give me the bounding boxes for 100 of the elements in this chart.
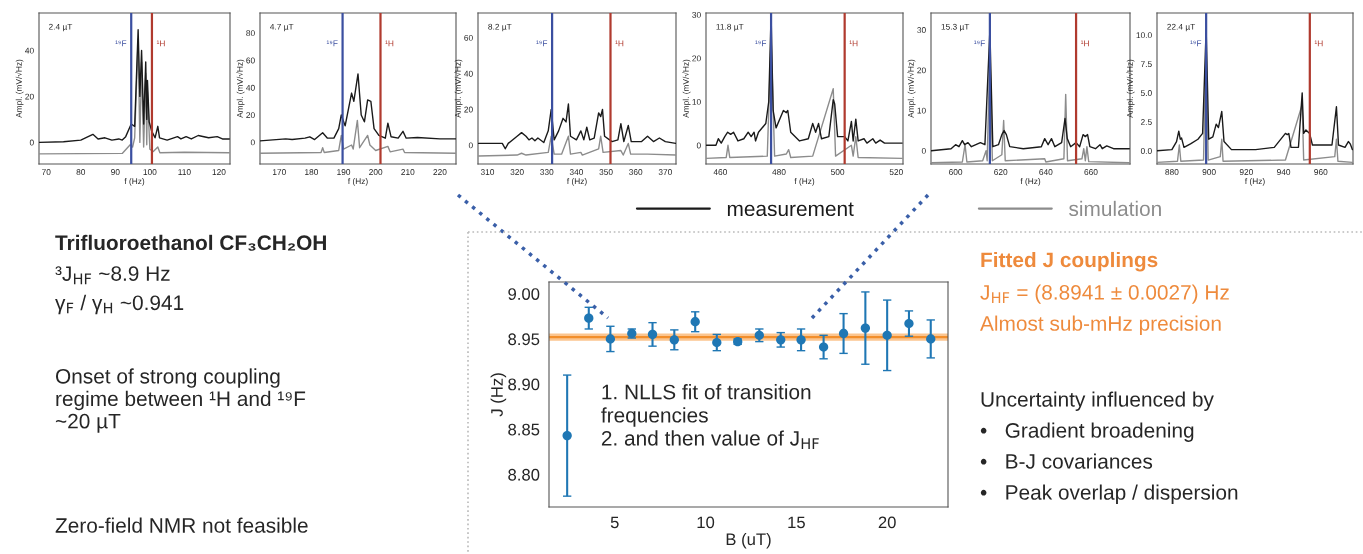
y-tick-label: 10 bbox=[692, 98, 701, 105]
y-tick-label: 0 bbox=[696, 142, 701, 149]
point bbox=[669, 335, 679, 345]
x-tick-label: 170 bbox=[272, 169, 286, 175]
legend-label: measurement bbox=[727, 202, 854, 217]
y-tick-label: 8.85 bbox=[508, 423, 540, 436]
y-tick-label: 40 bbox=[246, 84, 255, 91]
point bbox=[690, 317, 700, 327]
y-tick-label: 0 bbox=[250, 139, 255, 146]
x-axis-title: f (Hz) bbox=[1244, 178, 1265, 186]
y-tick-label: 60 bbox=[464, 34, 473, 41]
x-tick-label: 100 bbox=[143, 169, 157, 175]
y-tick-label: 20 bbox=[246, 112, 255, 119]
x-tick-label: 900 bbox=[1202, 169, 1216, 175]
x-tick-label: 320 bbox=[510, 169, 524, 175]
x-tick-label: 310 bbox=[480, 169, 495, 175]
annotation: 4.7 µT bbox=[269, 23, 294, 32]
ref-line-label: ¹H bbox=[849, 40, 858, 47]
ref-line-label: ¹⁹F bbox=[755, 40, 767, 47]
y-axis-title: Ampl. (mV/√Hz) bbox=[682, 59, 691, 118]
y-axis-title: Ampl. (mV/√Hz) bbox=[454, 59, 463, 118]
annotation: 22.4 µT bbox=[1167, 23, 1196, 32]
y-tick-label: 60 bbox=[246, 57, 255, 64]
x-tick-label: 940 bbox=[1277, 169, 1291, 175]
y-tick-label: 30 bbox=[917, 27, 926, 34]
point bbox=[776, 335, 786, 345]
x-tick-label: 190 bbox=[337, 169, 351, 175]
x-tick-label: 15 bbox=[788, 516, 805, 529]
point bbox=[860, 323, 871, 333]
point bbox=[882, 330, 892, 340]
text: Almost sub-mHz precision bbox=[980, 315, 1221, 335]
text: • Peak overlap / dispersion bbox=[980, 484, 1238, 504]
x-tick-label: 640 bbox=[1039, 169, 1053, 175]
y-tick-label: 30 bbox=[692, 11, 701, 18]
text: J$_{HF}$ = (8.8941 ± 0.0027) Hz bbox=[980, 284, 1229, 304]
y-tick-label: 10 bbox=[917, 107, 926, 114]
annotation: 8.2 µT bbox=[488, 23, 512, 32]
y-axis-title: Ampl. (mV/√Hz) bbox=[15, 59, 24, 118]
x-tick-label: 350 bbox=[599, 169, 613, 175]
y-tick-label: 20 bbox=[692, 55, 701, 62]
line-series bbox=[478, 135, 676, 157]
y-tick-label: 20 bbox=[25, 93, 34, 100]
line-series bbox=[260, 73, 456, 142]
x-axis-title: f (Hz) bbox=[347, 178, 368, 186]
text: ³J$_{HF}$ ~8.9 Hz bbox=[55, 266, 170, 285]
x-axis-title: B (uT) bbox=[726, 532, 771, 549]
y-tick-label: 40 bbox=[464, 70, 473, 77]
point bbox=[712, 337, 722, 348]
y-tick-label: 40 bbox=[25, 47, 34, 54]
line-series bbox=[478, 103, 676, 150]
y-tick-label: 20 bbox=[917, 67, 926, 74]
ref-line-label: ¹H bbox=[615, 40, 624, 47]
y-tick-label: 10.0 bbox=[1136, 32, 1152, 39]
x-axis-title: f (Hz) bbox=[1020, 178, 1041, 186]
x-axis-title: f (Hz) bbox=[794, 178, 815, 186]
ref-line-label: ¹H bbox=[1314, 40, 1323, 47]
text: Trifluoroethanol CF₃CH₂OH bbox=[55, 234, 326, 251]
x-tick-label: 600 bbox=[949, 169, 963, 175]
ref-line-label: ¹⁹F bbox=[974, 40, 985, 47]
text: Onset of strong coupling regime between ¹H and ¹⁹F ~20 µT bbox=[55, 368, 306, 433]
x-tick-label: 210 bbox=[401, 169, 415, 175]
y-axis-title: Ampl. (mV/√Hz) bbox=[907, 59, 916, 118]
ref-line-label: ¹H bbox=[156, 40, 165, 47]
x-tick-label: 500 bbox=[831, 169, 845, 175]
point bbox=[796, 335, 806, 345]
x-tick-label: 20 bbox=[878, 516, 896, 529]
point bbox=[904, 318, 914, 329]
y-tick-label: 20 bbox=[464, 106, 473, 113]
x-tick-label: 80 bbox=[76, 169, 86, 175]
x-tick-label: 330 bbox=[540, 169, 554, 175]
point bbox=[584, 313, 594, 323]
text: Uncertainty influenced by bbox=[981, 391, 1214, 411]
x-tick-label: 110 bbox=[178, 169, 191, 175]
legend-label: simulation bbox=[1069, 200, 1161, 217]
x-tick-label: 660 bbox=[1084, 169, 1098, 175]
ref-line-label: ¹⁹F bbox=[115, 40, 127, 47]
x-tick-label: 90 bbox=[111, 169, 120, 175]
x-tick-label: 520 bbox=[889, 169, 903, 175]
point bbox=[562, 430, 572, 441]
annotation: 15.3 µT bbox=[941, 23, 970, 32]
text: Fitted J couplings bbox=[981, 251, 1158, 272]
y-tick-label: 2.5 bbox=[1140, 119, 1152, 125]
x-tick-label: 70 bbox=[42, 169, 51, 175]
y-tick-label: 0 bbox=[468, 142, 473, 149]
x-tick-label: 120 bbox=[212, 169, 226, 175]
y-tick-label: 80 bbox=[246, 30, 255, 37]
y-tick-label: 0 bbox=[921, 147, 926, 154]
x-tick-label: 180 bbox=[305, 169, 319, 175]
annotation: 11.8 µT bbox=[716, 23, 744, 32]
y-tick-label: 9.00 bbox=[508, 288, 540, 300]
ref-line-label: ¹⁹F bbox=[326, 40, 338, 47]
x-tick-label: 620 bbox=[994, 169, 1008, 175]
annotation: 2.4 µT bbox=[48, 23, 73, 32]
ref-line-label: ¹H bbox=[1081, 40, 1089, 47]
x-tick-label: 360 bbox=[629, 169, 643, 175]
ref-line-label: ¹⁹F bbox=[536, 40, 548, 47]
line-series bbox=[260, 119, 456, 154]
y-axis-title: Ampl. (mV/√Hz) bbox=[1126, 59, 1135, 118]
y-tick-label: 8.90 bbox=[508, 378, 540, 391]
y-tick-label: 8.95 bbox=[508, 333, 540, 346]
